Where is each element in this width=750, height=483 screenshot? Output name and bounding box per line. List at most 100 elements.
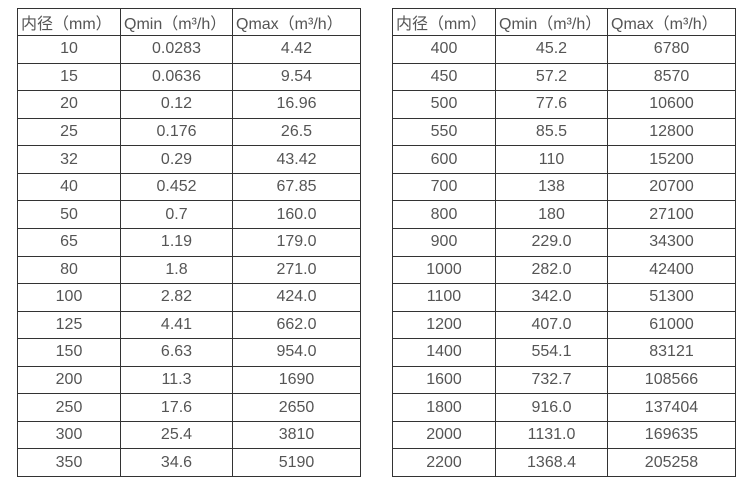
flow-table-small-diameters: 内径（mm） Qmin（m³/h） Qmax（m³/h） 10 0.0283 4.42 1… (17, 8, 361, 477)
cell-diameter: 900 (392, 227, 496, 257)
cell-diameter: 500 (392, 90, 496, 119)
cell-diameter: 32 (17, 145, 121, 174)
table-row: 800 180 27100 (392, 200, 736, 229)
cell-qmin: 34.6 (120, 448, 233, 477)
cell-qmax: 51300 (607, 283, 736, 312)
cell-qmin: 916.0 (495, 393, 608, 422)
cell-qmax: 27100 (607, 200, 736, 229)
cell-qmin: 0.0636 (120, 62, 233, 92)
cell-qmin: 1368.4 (495, 448, 608, 477)
cell-qmin: 554.1 (495, 338, 608, 367)
cell-qmax: 205258 (607, 448, 736, 477)
cell-qmax: 34300 (607, 227, 736, 257)
table-row: 250 17.6 2650 (17, 393, 361, 422)
cell-qmax: 10600 (607, 90, 736, 119)
cell-diameter: 550 (392, 117, 496, 147)
cell-qmin: 138 (495, 172, 608, 202)
cell-diameter: 250 (17, 393, 121, 422)
header-row: 内径（mm） Qmin（m³/h） Qmax（m³/h） (17, 8, 361, 36)
cell-diameter: 25 (17, 117, 121, 147)
cell-qmin: 25.4 (120, 420, 233, 450)
cell-qmin: 6.63 (120, 338, 233, 367)
cell-qmin: 2.82 (120, 283, 233, 312)
cell-qmax: 9.54 (232, 62, 361, 92)
cell-qmax: 61000 (607, 310, 736, 340)
table-row: 1600 732.7 108566 (392, 365, 736, 395)
cell-qmax: 137404 (607, 393, 736, 422)
cell-qmax: 16.96 (232, 90, 361, 119)
cell-qmax: 169635 (607, 420, 736, 450)
cell-diameter: 15 (17, 62, 121, 92)
table-body: 10 0.0283 4.42 15 0.0636 9.54 20 0.12 16.96 25 0.1… (17, 35, 361, 477)
table-row: 400 45.2 6780 (392, 35, 736, 64)
cell-qmin: 180 (495, 200, 608, 229)
cell-diameter: 400 (392, 35, 496, 64)
header-qmin: Qmin（m³/h） (495, 8, 608, 36)
cell-qmin: 0.12 (120, 90, 233, 119)
table-row: 50 0.7 160.0 (17, 200, 361, 229)
cell-diameter: 800 (392, 200, 496, 229)
table-row: 550 85.5 12800 (392, 117, 736, 147)
cell-diameter: 1100 (392, 283, 496, 312)
table-row: 300 25.4 3810 (17, 420, 361, 450)
table-row: 1000 282.0 42400 (392, 255, 736, 285)
cell-qmin: 1131.0 (495, 420, 608, 450)
cell-diameter: 300 (17, 420, 121, 450)
table-row: 20 0.12 16.96 (17, 90, 361, 119)
cell-qmax: 662.0 (232, 310, 361, 340)
cell-qmax: 3810 (232, 420, 361, 450)
cell-diameter: 1800 (392, 393, 496, 422)
table-row: 1400 554.1 83121 (392, 338, 736, 367)
cell-qmax: 108566 (607, 365, 736, 395)
cell-qmax: 83121 (607, 338, 736, 367)
header-diameter: 内径（mm） (17, 8, 121, 36)
cell-diameter: 350 (17, 448, 121, 477)
table-row: 150 6.63 954.0 (17, 338, 361, 367)
table-row: 500 77.6 10600 (392, 90, 736, 119)
table-row: 15 0.0636 9.54 (17, 62, 361, 92)
cell-qmax: 20700 (607, 172, 736, 202)
cell-qmin: 4.41 (120, 310, 233, 340)
cell-qmin: 0.452 (120, 172, 233, 202)
header-qmin: Qmin（m³/h） (120, 8, 233, 36)
cell-diameter: 700 (392, 172, 496, 202)
table-row: 125 4.41 662.0 (17, 310, 361, 340)
cell-diameter: 40 (17, 172, 121, 202)
cell-qmax: 8570 (607, 62, 736, 92)
table-row: 40 0.452 67.85 (17, 172, 361, 202)
header-qmax: Qmax（m³/h） (607, 8, 736, 36)
cell-qmin: 57.2 (495, 62, 608, 92)
table-row: 65 1.19 179.0 (17, 227, 361, 257)
cell-qmin: 0.176 (120, 117, 233, 147)
cell-diameter: 1000 (392, 255, 496, 285)
table-row: 1200 407.0 61000 (392, 310, 736, 340)
cell-qmax: 4.42 (232, 35, 361, 64)
header-qmax: Qmax（m³/h） (232, 8, 361, 36)
cell-qmin: 17.6 (120, 393, 233, 422)
cell-qmin: 732.7 (495, 365, 608, 395)
cell-qmax: 67.85 (232, 172, 361, 202)
cell-diameter: 450 (392, 62, 496, 92)
cell-diameter: 600 (392, 145, 496, 174)
cell-qmax: 42400 (607, 255, 736, 285)
table-row: 32 0.29 43.42 (17, 145, 361, 174)
table-row: 100 2.82 424.0 (17, 283, 361, 312)
cell-qmin: 11.3 (120, 365, 233, 395)
cell-qmax: 12800 (607, 117, 736, 147)
cell-qmin: 77.6 (495, 90, 608, 119)
cell-qmin: 85.5 (495, 117, 608, 147)
table-body: 400 45.2 6780 450 57.2 8570 500 77.6 10600 550 85.… (392, 35, 736, 477)
cell-diameter: 10 (17, 35, 121, 64)
cell-diameter: 200 (17, 365, 121, 395)
cell-diameter: 2200 (392, 448, 496, 477)
cell-qmin: 0.7 (120, 200, 233, 229)
table-row: 900 229.0 34300 (392, 227, 736, 257)
cell-qmax: 271.0 (232, 255, 361, 285)
table-row: 450 57.2 8570 (392, 62, 736, 92)
header-diameter: 内径（mm） (392, 8, 496, 36)
cell-diameter: 2000 (392, 420, 496, 450)
cell-qmax: 6780 (607, 35, 736, 64)
cell-diameter: 1200 (392, 310, 496, 340)
cell-qmax: 15200 (607, 145, 736, 174)
